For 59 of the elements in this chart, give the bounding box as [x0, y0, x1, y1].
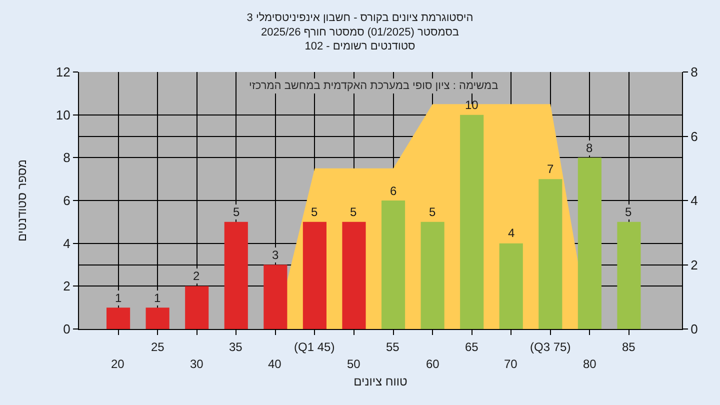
y2-tick-label: 2 [690, 257, 698, 272]
y-tick-label: 0 [63, 322, 70, 337]
data-label: 5 [429, 205, 436, 219]
chart-title: היסטוגרמת ציונים בקורס - חשבון אינפיניטסימלי 3 [246, 12, 474, 24]
data-label: 8 [586, 141, 593, 155]
y-tick-label: 4 [63, 236, 70, 251]
y-axis-title: מספר סטודנטים [15, 159, 30, 242]
bar [106, 308, 130, 329]
data-label: 5 [350, 205, 357, 219]
bar [499, 243, 523, 329]
chart-subtitle: בסמסטר (01/2025) סמסטר חורף 2025/26 סטודנטים רשומים - 102 [260, 26, 460, 53]
data-label: 3 [272, 248, 279, 262]
data-label: 2 [193, 269, 200, 283]
bar [224, 222, 248, 329]
x-tick-label: 55 [386, 340, 400, 354]
bar [460, 114, 484, 329]
bar [146, 308, 170, 329]
bar [185, 286, 209, 329]
y2-tick-label: 4 [690, 193, 698, 208]
x-tick-label: 35 [229, 340, 243, 354]
bar [264, 264, 288, 329]
y2-tick-label: 6 [690, 128, 698, 144]
data-label: 5 [625, 205, 632, 219]
y2-tick-label: 0 [690, 322, 698, 337]
y-tick-label: 10 [56, 107, 70, 122]
x-axis-title: טווח ציונים [354, 374, 408, 388]
data-label: 1 [115, 291, 122, 305]
bar [381, 200, 406, 329]
x-tick-label: 50 [347, 357, 361, 371]
x-tick-label: (Q3 75) [530, 340, 571, 354]
y2-tick-label: 8 [690, 64, 698, 80]
data-label: 10 [465, 98, 479, 112]
bar [420, 222, 444, 329]
data-label: 7 [547, 162, 554, 176]
data-label: 1 [154, 291, 161, 305]
x-tick-label: 65 [465, 340, 479, 354]
annotation: במשימה : ציון סופי במערכת האקדמית במחשב המרכזי [249, 80, 499, 92]
bar [538, 179, 562, 329]
data-label: 6 [390, 184, 397, 198]
x-tick-label: 40 [268, 357, 282, 371]
x-tick-label: 60 [426, 357, 440, 371]
x-tick-label: 80 [583, 357, 597, 371]
bar [342, 222, 366, 329]
y-tick-label: 2 [63, 278, 70, 294]
y-tick-label: 8 [63, 150, 70, 166]
x-tick-label: 85 [622, 340, 636, 354]
data-label: 5 [233, 205, 240, 219]
data-label: 5 [311, 205, 318, 219]
x-tick-label: 25 [151, 340, 165, 354]
bar [578, 158, 602, 329]
bar [617, 222, 641, 329]
y-tick-label: 12 [56, 64, 70, 80]
x-tick-label: 70 [504, 357, 518, 371]
x-tick-label: 30 [190, 357, 204, 371]
data-label: 4 [508, 226, 515, 240]
x-tick-label: 20 [111, 357, 125, 371]
y-tick-label: 6 [63, 193, 70, 208]
bar [302, 222, 326, 329]
x-tick-label: (Q1 45) [294, 340, 335, 354]
